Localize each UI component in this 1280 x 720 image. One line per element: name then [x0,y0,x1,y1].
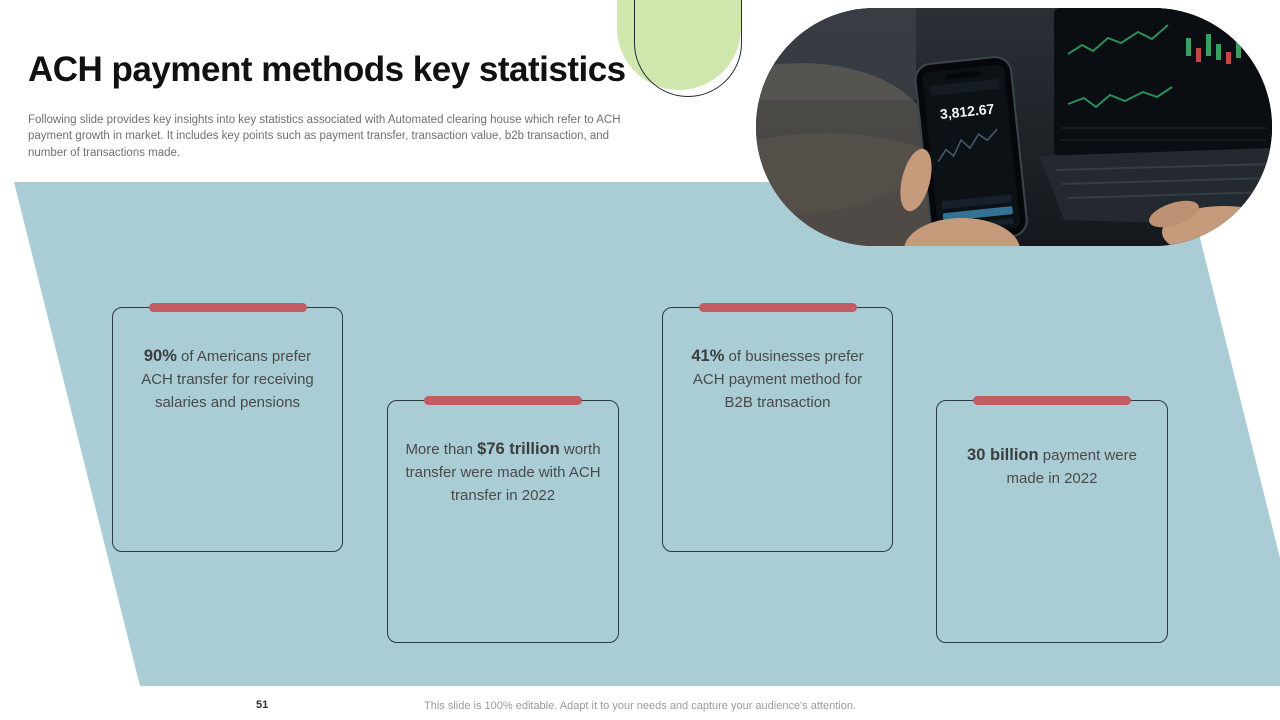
hero-photo-illustration: 3,812.67 [756,8,1272,246]
stat-highlight: 90% [143,347,177,365]
stat-highlight: $76 trillion [477,440,560,458]
phone-balance-value: 3,812.67 [939,100,995,122]
card-accent-bar [424,396,582,405]
stat-card-payments-count: 30 billion payment were made in 2022 [936,396,1168,643]
stat-card-americans: 90% of Americans prefer ACH transfer for… [112,303,343,552]
card-accent-bar [973,396,1131,405]
stat-card-transfer-value: More than $76 trillion worth transfer we… [387,396,619,643]
stat-card-businesses: 41% of businesses prefer ACH payment met… [662,303,893,552]
stat-text: 30 billion payment were made in 2022 [967,446,1137,488]
card-accent-bar [698,303,857,312]
stat-highlight: 41% [691,347,725,365]
page-title: ACH payment methods key statistics [28,50,626,89]
stat-text: 41% of businesses prefer ACH payment met… [691,347,864,411]
stat-text: 90% of Americans prefer ACH transfer for… [141,347,314,411]
blue-panel-background [14,182,1280,686]
page-number: 51 [256,699,269,711]
slide-description: Following slide provides key insights in… [28,114,621,159]
stat-text: More than $76 trillion worth transfer we… [405,440,601,504]
footer-note: This slide is 100% editable. Adapt it to… [424,700,856,712]
arch-outline-shape [634,0,742,97]
stat-highlight: 30 billion [967,446,1039,464]
card-accent-bar [148,303,307,312]
hero-photo: 3,812.67 [756,8,1272,246]
